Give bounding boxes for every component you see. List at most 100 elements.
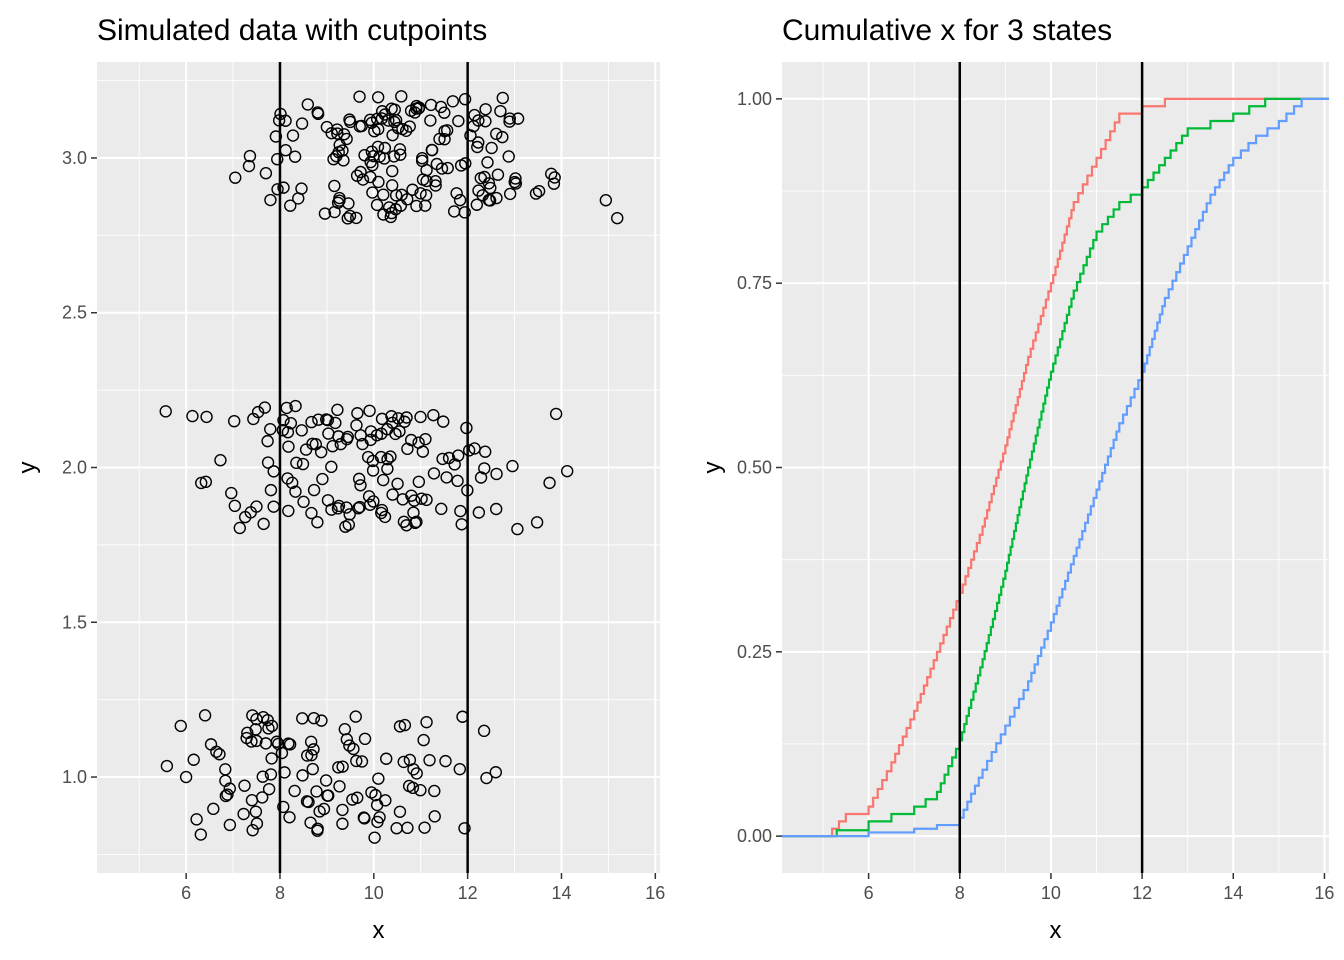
- data-point: [186, 409, 199, 423]
- data-point: [330, 123, 344, 136]
- data-point: [479, 115, 492, 128]
- data-point: [351, 407, 364, 420]
- data-point: [440, 471, 453, 484]
- data-point: [373, 150, 386, 163]
- data-point: [366, 159, 379, 172]
- data-point: [262, 782, 276, 796]
- data-point: [315, 714, 328, 727]
- data-point: [309, 438, 323, 451]
- data-point: [237, 807, 250, 821]
- data-point: [332, 761, 345, 774]
- data-point: [394, 148, 407, 161]
- data-point: [393, 143, 407, 156]
- data-point: [405, 489, 418, 502]
- data-point: [187, 753, 200, 766]
- data-point: [401, 821, 414, 835]
- data-point: [358, 812, 371, 825]
- data-point: [159, 405, 172, 418]
- data-point: [424, 114, 437, 127]
- data-point: [350, 211, 363, 225]
- data-point: [190, 813, 203, 826]
- data-point: [319, 774, 333, 787]
- data-point: [318, 207, 332, 220]
- x-tick-label: 16: [645, 883, 665, 903]
- data-point: [509, 177, 523, 190]
- data-point: [403, 753, 417, 767]
- data-point: [219, 789, 233, 803]
- data-point: [179, 770, 193, 784]
- data-point: [281, 472, 294, 485]
- data-point: [438, 106, 451, 119]
- data-point: [282, 440, 295, 453]
- data-point: [462, 444, 476, 457]
- data-point: [424, 98, 438, 112]
- data-point: [198, 709, 212, 722]
- y-tick-label: 0.00: [737, 826, 772, 846]
- data-point: [290, 456, 303, 470]
- data-point: [368, 831, 381, 844]
- data-point: [412, 102, 425, 115]
- data-point: [419, 432, 432, 446]
- data-point: [453, 193, 467, 207]
- data-point: [378, 510, 392, 524]
- data-point: [397, 755, 410, 769]
- data-point: [367, 149, 380, 163]
- data-point: [494, 104, 507, 118]
- data-point: [259, 737, 273, 750]
- data-point: [372, 123, 385, 136]
- data-point: [458, 822, 471, 835]
- data-point: [350, 419, 363, 432]
- data-point: [282, 504, 295, 518]
- plot-panel-2: Cumulative x for 3 states 6 8 10 12 14 16 0.00 0…: [699, 14, 1334, 944]
- data-point: [259, 167, 273, 180]
- data-point: [366, 454, 380, 468]
- data-point: [311, 106, 324, 119]
- y-tick-label: 2.0: [62, 458, 87, 478]
- data-point: [381, 462, 394, 476]
- y-axis-title: y: [699, 462, 726, 474]
- data-point: [406, 183, 419, 196]
- data-point: [382, 114, 395, 127]
- data-point: [472, 136, 485, 149]
- data-point: [418, 821, 431, 834]
- data-point: [450, 187, 463, 200]
- x-axis-title: x: [373, 917, 385, 944]
- data-point: [366, 186, 379, 199]
- data-point: [288, 784, 301, 798]
- data-point: [207, 802, 220, 816]
- data-point: [296, 769, 309, 782]
- data-point: [425, 143, 439, 157]
- data-point: [414, 410, 427, 424]
- data-point: [289, 485, 302, 498]
- data-point: [343, 209, 357, 223]
- data-point: [381, 453, 394, 466]
- x-tick-label: 10: [1041, 883, 1061, 903]
- data-point: [385, 410, 398, 423]
- data-point: [299, 443, 313, 456]
- data-point: [388, 115, 401, 129]
- data-point: [496, 91, 509, 105]
- data-point: [391, 477, 404, 490]
- data-point: [480, 771, 493, 785]
- data-point: [410, 767, 423, 780]
- data-point: [160, 759, 174, 773]
- data-point: [264, 768, 278, 781]
- data-point: [367, 495, 380, 508]
- data-point: [277, 181, 290, 194]
- data-point: [599, 194, 613, 207]
- data-point: [333, 780, 346, 793]
- data-point: [257, 517, 270, 531]
- data-point: [386, 128, 399, 142]
- x-tick-label: 8: [275, 883, 285, 903]
- data-point: [549, 407, 563, 421]
- data-point: [364, 170, 377, 184]
- data-point: [374, 450, 388, 464]
- data-point: [508, 175, 521, 189]
- data-point: [223, 818, 237, 832]
- x-tick-label: 8: [955, 883, 965, 903]
- data-point: [490, 127, 503, 141]
- data-point: [420, 174, 433, 188]
- data-point: [295, 182, 308, 195]
- data-point: [310, 785, 323, 798]
